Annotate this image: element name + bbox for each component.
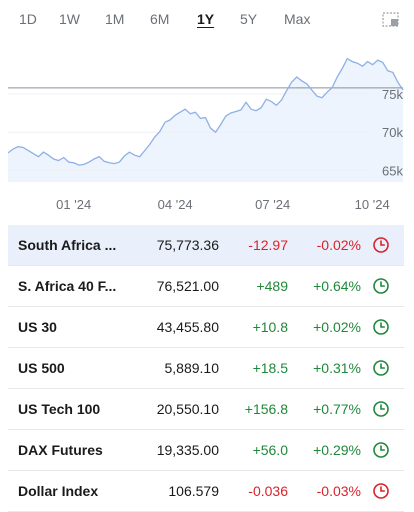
quote-change: -12.97 [248, 237, 288, 253]
tab-1d[interactable]: 1D [19, 11, 37, 27]
quote-row[interactable]: US Tech 100 20,550.10 +156.8 +0.77% [8, 389, 404, 430]
quote-row[interactable]: Dollar Index 106.579 -0.036 -0.03% [8, 471, 404, 512]
price-chart: 65k 70k 75k 01 '24 04 '24 07 '24 10 '24 [8, 42, 406, 216]
quote-change: +56.0 [252, 442, 288, 458]
quote-percent: +0.31% [313, 360, 361, 376]
quote-percent: +0.64% [313, 278, 361, 294]
clock-icon [373, 278, 389, 294]
tab-1w[interactable]: 1W [59, 11, 80, 27]
tab-6m[interactable]: 6M [150, 11, 170, 27]
quote-percent: +0.29% [313, 442, 361, 458]
quote-price: 75,773.36 [156, 237, 219, 253]
x-tick-label: 10 '24 [355, 197, 390, 212]
fullscreen-icon[interactable] [382, 12, 399, 27]
quote-name: US 500 [18, 360, 65, 376]
quote-name: South Africa ... [18, 237, 117, 253]
quote-name: S. Africa 40 F... [18, 278, 117, 294]
quote-price: 106.579 [168, 483, 219, 499]
price-line [8, 57, 404, 166]
quote-row[interactable]: US 500 5,889.10 +18.5 +0.31% [8, 348, 404, 389]
quote-change: +18.5 [252, 360, 288, 376]
tab-1m[interactable]: 1M [105, 11, 125, 27]
clock-icon [373, 237, 389, 253]
quote-percent: +0.02% [313, 319, 361, 335]
quote-percent: +0.77% [313, 401, 361, 417]
quote-name: US 30 [18, 319, 57, 335]
quote-price: 43,455.80 [156, 319, 219, 335]
y-tick-label: 65k [382, 164, 403, 179]
quote-row[interactable]: South Africa ... 75,773.36 -12.97 -0.02% [8, 225, 404, 266]
quote-row[interactable]: S. Africa 40 F... 76,521.00 +489 +0.64% [8, 266, 404, 307]
quote-change: +10.8 [252, 319, 288, 335]
clock-icon [373, 319, 389, 335]
clock-icon [373, 483, 389, 499]
quote-price: 76,521.00 [156, 278, 219, 294]
quote-change: +156.8 [244, 401, 288, 417]
quote-row[interactable]: US 30 43,455.80 +10.8 +0.02% [8, 307, 404, 348]
y-tick-label: 75k [382, 87, 403, 102]
quote-percent: -0.02% [316, 237, 361, 253]
quote-price: 20,550.10 [156, 401, 219, 417]
y-tick-label: 70k [382, 125, 403, 140]
chart-svg: 65k 70k 75k 01 '24 04 '24 07 '24 10 '24 [8, 57, 404, 212]
chart-area-fill [8, 58, 403, 182]
clock-icon [373, 401, 389, 417]
quote-name: Dollar Index [18, 483, 99, 499]
tab-1y[interactable]: 1Y [197, 11, 215, 27]
quote-row[interactable]: DAX Futures 19,335.00 +56.0 +0.29% [8, 430, 404, 471]
quote-name: US Tech 100 [18, 401, 101, 417]
clock-icon [373, 442, 389, 458]
time-range-tabs: 1D 1W 1M 6M 1Y 5Y Max [0, 0, 414, 38]
quote-price: 19,335.00 [156, 442, 219, 458]
quote-percent: -0.03% [316, 483, 361, 499]
x-tick-label: 01 '24 [56, 197, 91, 212]
quote-change: +489 [256, 278, 288, 294]
quote-price: 5,889.10 [164, 360, 220, 376]
tab-max[interactable]: Max [284, 11, 311, 27]
quote-change: -0.036 [248, 483, 288, 499]
clock-icon [373, 360, 389, 376]
tab-5y[interactable]: 5Y [240, 11, 258, 27]
x-tick-label: 07 '24 [255, 197, 290, 212]
quote-name: DAX Futures [18, 442, 103, 458]
x-tick-label: 04 '24 [158, 197, 193, 212]
quote-list: South Africa ... 75,773.36 -12.97 -0.02%… [8, 225, 404, 512]
